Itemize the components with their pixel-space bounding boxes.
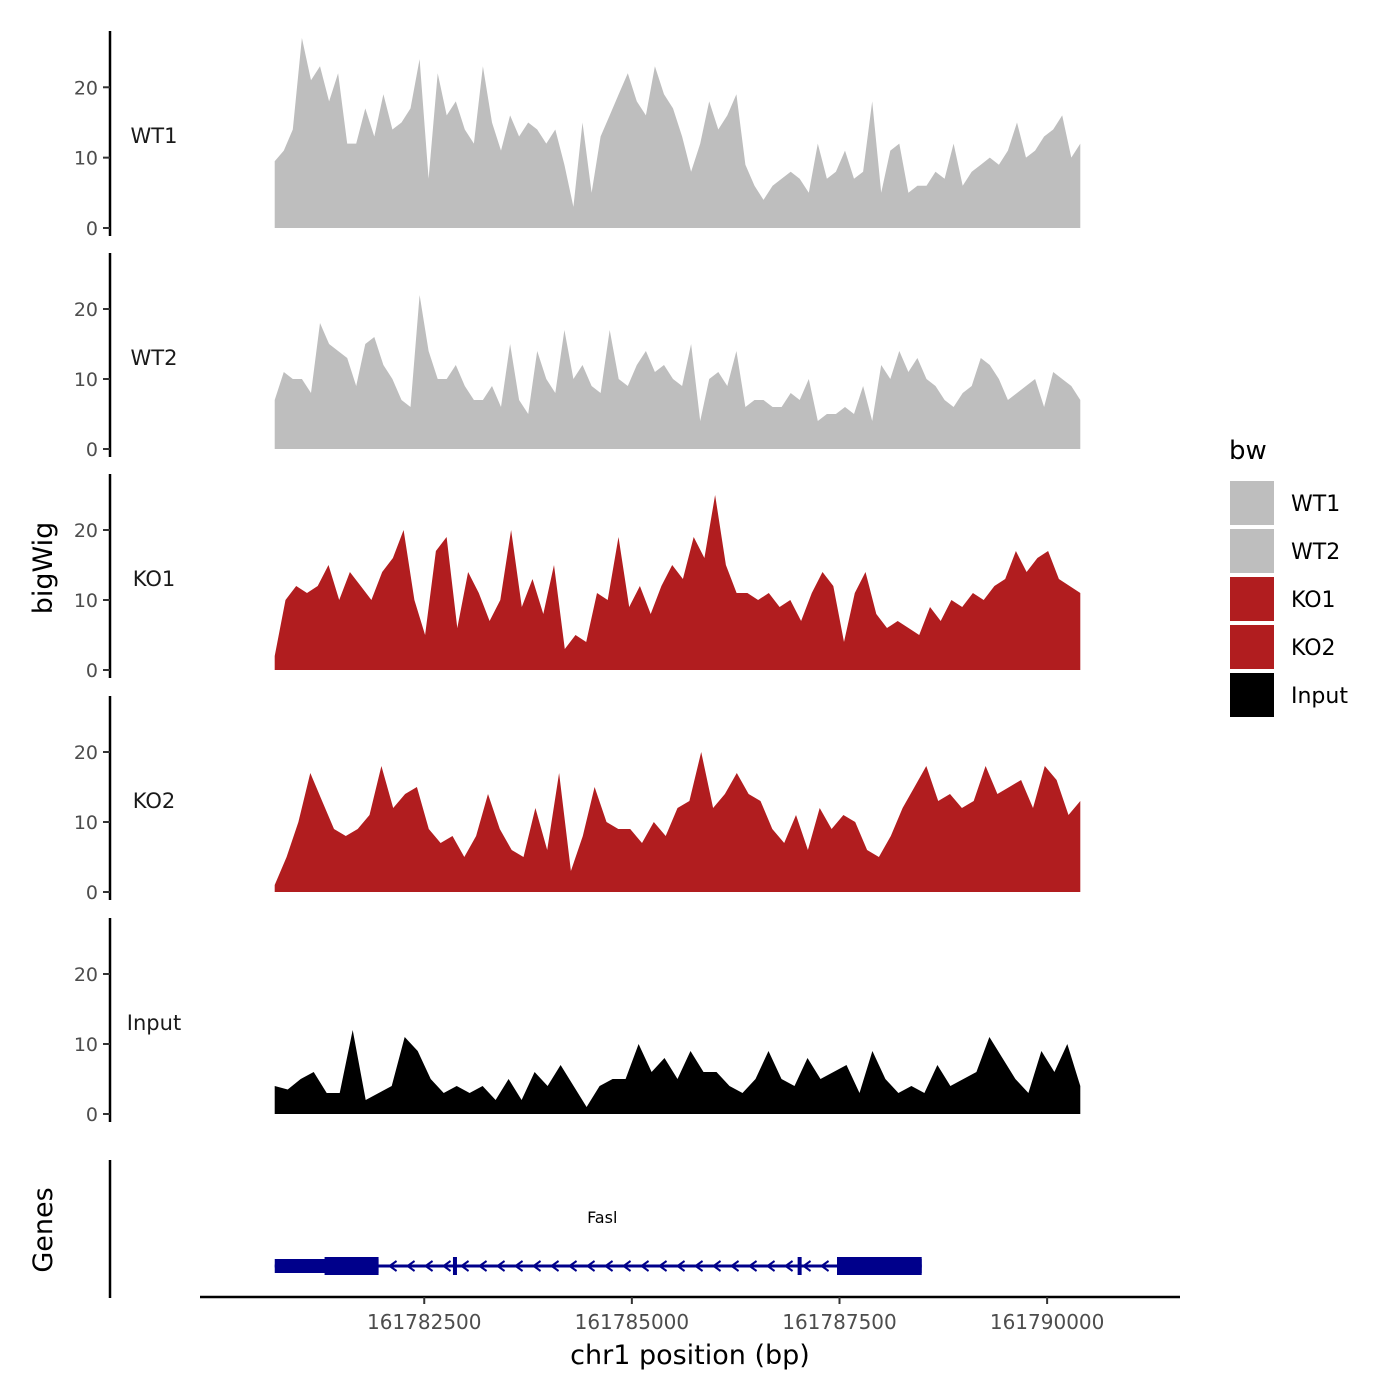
y-tick-label-wt1-10: 10 bbox=[74, 148, 98, 170]
gene-coding-exon-2 bbox=[837, 1257, 922, 1275]
x-axis: 161782500 161785000 161787500 161790000 bbox=[200, 1295, 1180, 1334]
strand-arrow bbox=[423, 1260, 434, 1272]
legend-key-wt2 bbox=[1228, 527, 1276, 575]
strand-arrow bbox=[855, 1260, 866, 1272]
track-label-input: Input bbox=[127, 1011, 181, 1035]
y-tick-label-ko2-20: 20 bbox=[74, 742, 98, 764]
legend: bw WT1 WT2 KO1 KO2 Input bbox=[1228, 436, 1348, 719]
y-tick-label-ko1-20: 20 bbox=[74, 520, 98, 542]
y-tick-label-ko1-10: 10 bbox=[74, 590, 98, 612]
strand-arrow bbox=[783, 1260, 794, 1272]
x-tick-label-3: 161790000 bbox=[990, 1310, 1105, 1334]
legend-key-ko1 bbox=[1228, 575, 1276, 623]
strand-arrow bbox=[459, 1260, 470, 1272]
strand-arrow bbox=[585, 1260, 596, 1272]
legend-label-ko1: KO1 bbox=[1291, 588, 1336, 613]
strand-arrow bbox=[747, 1260, 758, 1272]
legend-label-input: Input bbox=[1291, 684, 1348, 709]
legend-label-ko2: KO2 bbox=[1291, 636, 1336, 661]
strand-arrow bbox=[729, 1260, 740, 1272]
track-ko1: 0 10 20 KO1 bbox=[74, 474, 1081, 682]
strand-arrow bbox=[765, 1260, 776, 1272]
legend-label-wt1: WT1 bbox=[1291, 492, 1340, 517]
area-ko2 bbox=[274, 752, 1081, 892]
y-tick-label-wt1-20: 20 bbox=[74, 77, 98, 99]
strand-arrow bbox=[621, 1260, 632, 1272]
strand-arrow bbox=[657, 1260, 668, 1272]
gene-coding-exon-1 bbox=[324, 1257, 379, 1275]
x-axis-title: chr1 position (bp) bbox=[570, 1340, 810, 1371]
coverage-tracks: 0 10 20 WT1 0 10 20 WT2 0 10 20 KO1 0 10 20 KO2 0 10 20 Inp… bbox=[74, 31, 1081, 1126]
y-tick-label-input-10: 10 bbox=[74, 1034, 98, 1056]
legend-key-input bbox=[1228, 671, 1276, 719]
strand-arrow bbox=[693, 1260, 704, 1272]
track-label-wt2: WT2 bbox=[131, 346, 178, 370]
y-tick-label-wt1-0: 0 bbox=[86, 218, 98, 240]
area-ko1 bbox=[274, 495, 1081, 670]
track-wt2: 0 10 20 WT2 bbox=[74, 253, 1081, 461]
gene-name-label: Fasl bbox=[587, 1208, 617, 1227]
strand-arrow bbox=[549, 1260, 560, 1272]
strand-arrow bbox=[873, 1260, 884, 1272]
strand-arrow bbox=[477, 1260, 488, 1272]
strand-arrow bbox=[405, 1260, 416, 1272]
area-wt2 bbox=[274, 295, 1081, 449]
track-label-wt1: WT1 bbox=[131, 124, 178, 148]
area-wt1 bbox=[274, 38, 1081, 228]
strand-arrow bbox=[711, 1260, 722, 1272]
strand-arrow bbox=[387, 1260, 398, 1272]
strand-arrow bbox=[675, 1260, 686, 1272]
strand-arrow bbox=[603, 1260, 614, 1272]
y-tick-label-wt2-20: 20 bbox=[74, 299, 98, 321]
y-tick-label-ko1-0: 0 bbox=[86, 660, 98, 682]
x-tick-label-1: 161785000 bbox=[575, 1310, 690, 1334]
strand-arrow bbox=[531, 1260, 542, 1272]
x-tick-label-0: 161782500 bbox=[367, 1310, 482, 1334]
area-input bbox=[274, 1030, 1081, 1114]
strand-arrow bbox=[837, 1260, 848, 1272]
strand-arrow bbox=[801, 1260, 812, 1272]
legend-title: bw bbox=[1229, 436, 1267, 466]
strand-arrow bbox=[639, 1260, 650, 1272]
legend-key-wt1 bbox=[1228, 479, 1276, 527]
gene-track: Fasl bbox=[108, 1160, 922, 1298]
strand-arrow bbox=[441, 1260, 452, 1272]
gene-small-exon-2 bbox=[797, 1257, 802, 1275]
legend-label-wt2: WT2 bbox=[1291, 540, 1340, 565]
gene-small-exon-1 bbox=[452, 1257, 457, 1275]
x-tick-label-2: 161787500 bbox=[782, 1310, 897, 1334]
strand-arrow bbox=[567, 1260, 578, 1272]
strand-arrow bbox=[819, 1260, 830, 1272]
y-axis-title: bigWig bbox=[28, 522, 59, 615]
track-label-ko2: KO2 bbox=[133, 789, 176, 813]
strand-arrow bbox=[495, 1260, 506, 1272]
track-wt1: 0 10 20 WT1 bbox=[74, 31, 1081, 240]
track-ko2: 0 10 20 KO2 bbox=[74, 696, 1081, 904]
genes-track-title: Genes bbox=[28, 1187, 59, 1272]
y-tick-label-ko2-0: 0 bbox=[86, 882, 98, 904]
y-tick-label-ko2-10: 10 bbox=[74, 812, 98, 834]
y-tick-label-wt2-10: 10 bbox=[74, 369, 98, 391]
y-tick-label-input-20: 20 bbox=[74, 964, 98, 986]
strand-arrow bbox=[513, 1260, 524, 1272]
y-tick-label-input-0: 0 bbox=[86, 1104, 98, 1126]
legend-key-ko2 bbox=[1228, 623, 1276, 671]
y-tick-label-wt2-0: 0 bbox=[86, 439, 98, 461]
track-input: 0 10 20 Input bbox=[74, 918, 1081, 1126]
track-label-ko1: KO1 bbox=[133, 567, 176, 591]
